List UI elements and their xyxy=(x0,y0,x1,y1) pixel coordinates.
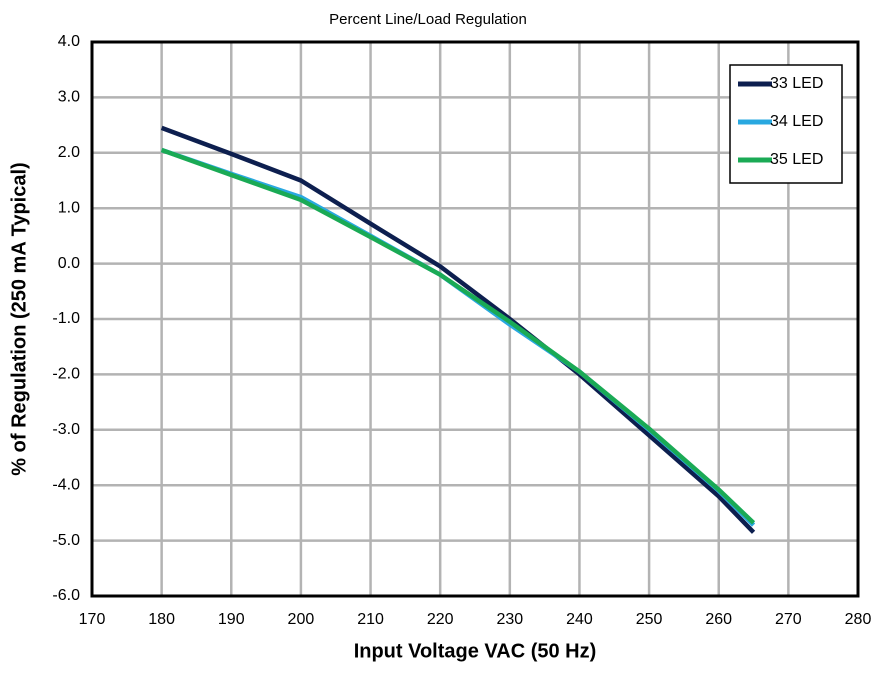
y-tick-label: -3.0 xyxy=(52,421,80,438)
y-tick-label: 1.0 xyxy=(58,199,80,216)
x-tick-label: 260 xyxy=(705,611,732,628)
y-axis-title: % of Regulation (250 mA Typical) xyxy=(8,162,30,475)
y-tick-label: -6.0 xyxy=(52,587,80,604)
x-tick-label: 270 xyxy=(775,611,802,628)
x-tick-label: 220 xyxy=(427,611,454,628)
x-tick-label: 190 xyxy=(218,611,245,628)
x-tick-label: 170 xyxy=(79,611,106,628)
series-line xyxy=(160,125,756,534)
legend-label: 34 LED xyxy=(770,113,823,130)
chart-title: Percent Line/Load Regulation xyxy=(329,11,527,28)
y-tick-label: 4.0 xyxy=(58,33,80,50)
y-tick-label: -2.0 xyxy=(52,366,80,383)
x-tick-label: 250 xyxy=(636,611,663,628)
x-tick-label: 280 xyxy=(845,611,872,628)
y-tick-label: -4.0 xyxy=(52,476,80,493)
series-line xyxy=(160,147,756,525)
y-tick-label: 2.0 xyxy=(58,144,80,161)
legend-label: 35 LED xyxy=(770,151,823,168)
legend-label: 33 LED xyxy=(770,75,823,92)
y-tick-label: 0.0 xyxy=(58,255,80,272)
y-tick-label: -1.0 xyxy=(52,310,80,327)
x-tick-label: 240 xyxy=(566,611,593,628)
x-tick-label: 210 xyxy=(357,611,384,628)
y-tick-label: -5.0 xyxy=(52,532,80,549)
x-axis-title: Input Voltage VAC (50 Hz) xyxy=(354,640,597,662)
plot-frame xyxy=(90,40,860,598)
x-tick-label: 230 xyxy=(496,611,523,628)
x-tick-label: 180 xyxy=(148,611,175,628)
x-tick-label: 200 xyxy=(288,611,315,628)
y-tick-label: 3.0 xyxy=(58,89,80,106)
